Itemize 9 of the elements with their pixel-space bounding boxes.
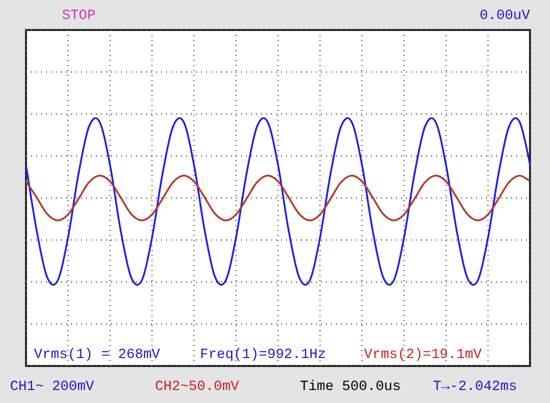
text: T→-2.042ms xyxy=(433,379,518,395)
text: 0.00uV xyxy=(480,8,531,24)
text: Vrms(2)=19.1mV xyxy=(364,347,482,363)
text: Freq(1)=992.1Hz xyxy=(200,347,326,363)
text: Vrms(1) = 268mV xyxy=(34,347,161,363)
text: STOP xyxy=(62,8,96,24)
text: CH1~ 200mV xyxy=(10,379,95,395)
text: Time 500.0us xyxy=(300,379,401,395)
text: CH2~50.0mV xyxy=(155,379,240,395)
